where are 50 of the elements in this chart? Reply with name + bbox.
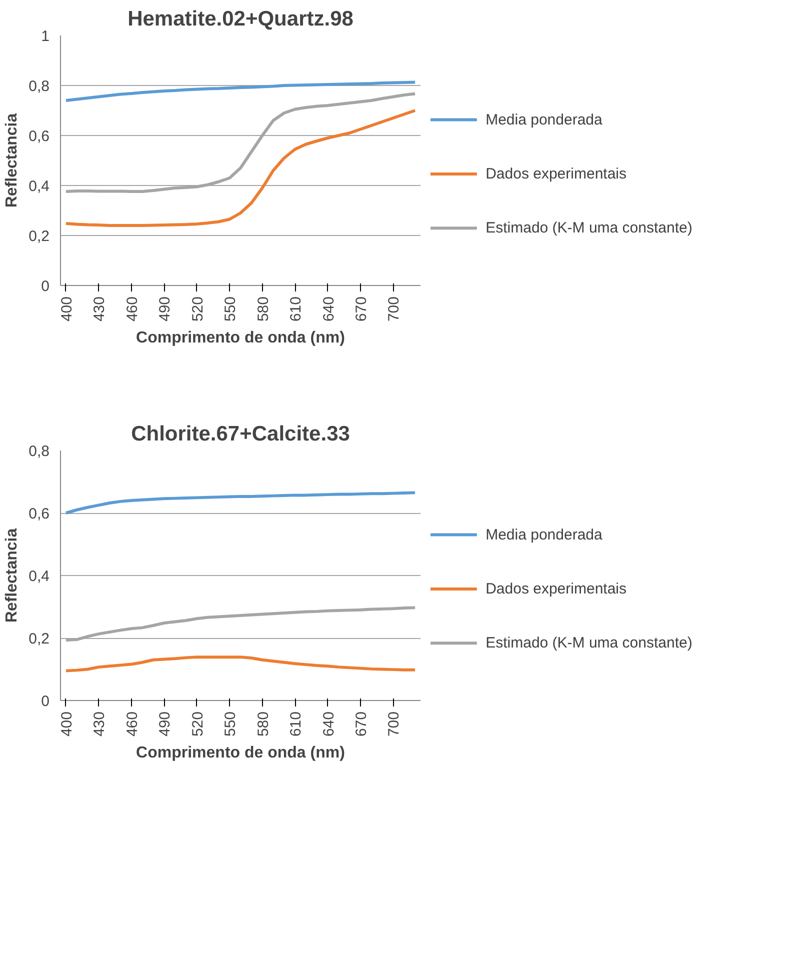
y-tick-label: 1 — [41, 28, 50, 45]
y-tick-label: 0,2 — [28, 630, 50, 648]
x-tick-label: 490 — [156, 296, 174, 322]
y-tick-label: 0,4 — [28, 178, 50, 195]
x-tick-label: 430 — [91, 711, 108, 737]
y-tick-label: 0,6 — [28, 506, 50, 522]
x-tick-label: 580 — [254, 296, 272, 322]
x-tick-label: 640 — [320, 296, 338, 322]
x-tick-label: 490 — [156, 711, 174, 737]
legend-label: Estimado (K-M uma constante) — [486, 634, 692, 652]
chart-title: Chlorite.67+Calcite.33 — [131, 422, 350, 446]
y-tick-label: 0,2 — [28, 228, 50, 245]
legend-label: Dados experimentais — [486, 165, 627, 182]
y-axis-title: Reflectancia — [4, 113, 21, 208]
x-tick-label: 520 — [189, 711, 206, 737]
y-tick-label: 0,8 — [28, 443, 50, 460]
line-series — [64, 656, 417, 672]
legend-label: Estimado (K-M uma constante) — [486, 220, 692, 237]
legend-label: Media ponderada — [486, 526, 604, 544]
y-tick-label: 0,8 — [28, 78, 50, 95]
x-tick-label: 700 — [386, 296, 403, 322]
y-tick-label: 0,6 — [28, 128, 50, 145]
x-tick-label: 640 — [320, 711, 338, 737]
line-series — [64, 109, 417, 227]
y-tick-label: 0,4 — [28, 568, 50, 585]
y-tick-label: 0 — [41, 693, 50, 710]
y-axis-title: Reflectancia — [4, 528, 21, 623]
chart-title: Hematite.02+Quartz.98 — [128, 8, 354, 30]
x-tick-label: 400 — [58, 296, 76, 322]
y-tick-label: 0 — [41, 278, 50, 295]
x-tick-label: 430 — [91, 296, 108, 322]
line-series — [64, 491, 417, 514]
x-tick-label: 460 — [124, 711, 141, 737]
legend-label: Dados experimentais — [486, 580, 627, 598]
x-tick-label: 550 — [222, 296, 240, 322]
x-tick-label: 610 — [288, 711, 305, 737]
x-tick-label: 580 — [254, 711, 272, 737]
line-series — [64, 92, 417, 193]
x-tick-label: 550 — [222, 711, 240, 737]
x-tick-label: 700 — [386, 711, 403, 737]
legend-label: Media ponderada — [486, 111, 604, 128]
x-tick-label: 670 — [353, 711, 370, 737]
x-axis-title: Comprimento de onda (nm) — [136, 744, 345, 762]
x-tick-label: 610 — [288, 296, 305, 322]
x-tick-label: 670 — [353, 296, 370, 322]
x-tick-label: 400 — [58, 711, 76, 737]
x-tick-label: 460 — [124, 296, 141, 322]
x-axis-title: Comprimento de onda (nm) — [136, 330, 345, 347]
x-tick-label: 520 — [189, 296, 206, 322]
line-series — [64, 80, 417, 102]
